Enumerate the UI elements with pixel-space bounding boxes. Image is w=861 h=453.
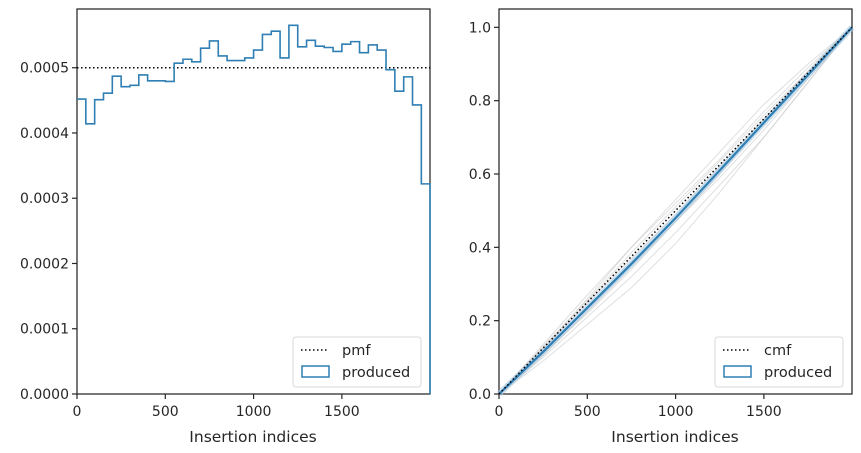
left-legend-pmf-label: pmf [342, 343, 371, 359]
left-y-tick-label: 0.0004 [20, 126, 69, 142]
left-plot-frame [76, 8, 431, 395]
left-x-axis: 0 500 1000 1500 [73, 394, 360, 420]
left-x-tick-label: 0 [73, 404, 82, 420]
background-trace [498, 26, 853, 395]
left-legend-produced-label: produced [342, 365, 410, 381]
left-y-tick-label: 0.0005 [20, 61, 69, 77]
left-x-tick-label: 1500 [324, 404, 360, 420]
background-trace [498, 26, 853, 395]
right-x-axis: 0 500 1000 1500 [495, 394, 782, 420]
right-legend: cmf produced [714, 336, 844, 388]
right-legend-produced-swatch [723, 365, 752, 378]
right-legend-produced-label: produced [764, 365, 832, 381]
left-y-tick-label: 0.0001 [20, 322, 69, 338]
produced-histogram [77, 24, 431, 394]
right-legend-cmf-label: cmf [764, 343, 792, 359]
right-plot-frame [498, 8, 853, 395]
left-plot-area [77, 24, 431, 394]
pmf-histogram-panel: 0.0000 0.0001 0.0002 0.0003 0.0004 0.0005 0 50… [20, 8, 431, 446]
cmf-line [498, 26, 853, 395]
right-y-tick-label: 0.0 [469, 387, 491, 403]
right-x-tick-label: 1500 [746, 404, 782, 420]
left-y-tick-label: 0.0000 [20, 387, 69, 403]
left-y-tick-label: 0.0003 [20, 191, 69, 207]
right-x-tick-label: 1000 [658, 404, 694, 420]
right-y-tick-label: 0.2 [469, 314, 491, 330]
left-x-tick-label: 500 [152, 404, 179, 420]
produced-line [498, 26, 853, 395]
left-x-axis-label: Insertion indices [189, 428, 316, 446]
left-y-tick-label: 0.0002 [20, 256, 69, 272]
right-plot-area [496, 25, 855, 397]
background-trace [498, 27, 853, 395]
right-y-axis: 0.0 0.2 0.4 0.6 0.8 1.0 [469, 20, 499, 403]
cmf-panel: 0.0 0.2 0.4 0.6 0.8 1.0 0 500 1000 1500 Insertio… [469, 8, 855, 446]
right-y-tick-label: 0.8 [469, 94, 491, 110]
right-y-tick-label: 0.6 [469, 167, 491, 183]
right-y-tick-label: 0.4 [469, 240, 491, 256]
left-x-tick-label: 1000 [236, 404, 272, 420]
right-x-tick-label: 500 [574, 404, 601, 420]
left-legend: pmf produced [292, 336, 422, 388]
right-x-tick-label: 0 [495, 404, 504, 420]
right-x-axis-label: Insertion indices [611, 428, 738, 446]
left-y-axis: 0.0000 0.0001 0.0002 0.0003 0.0004 0.0005 [20, 61, 77, 403]
right-y-tick-label: 1.0 [469, 20, 491, 36]
left-legend-produced-swatch [301, 365, 330, 378]
